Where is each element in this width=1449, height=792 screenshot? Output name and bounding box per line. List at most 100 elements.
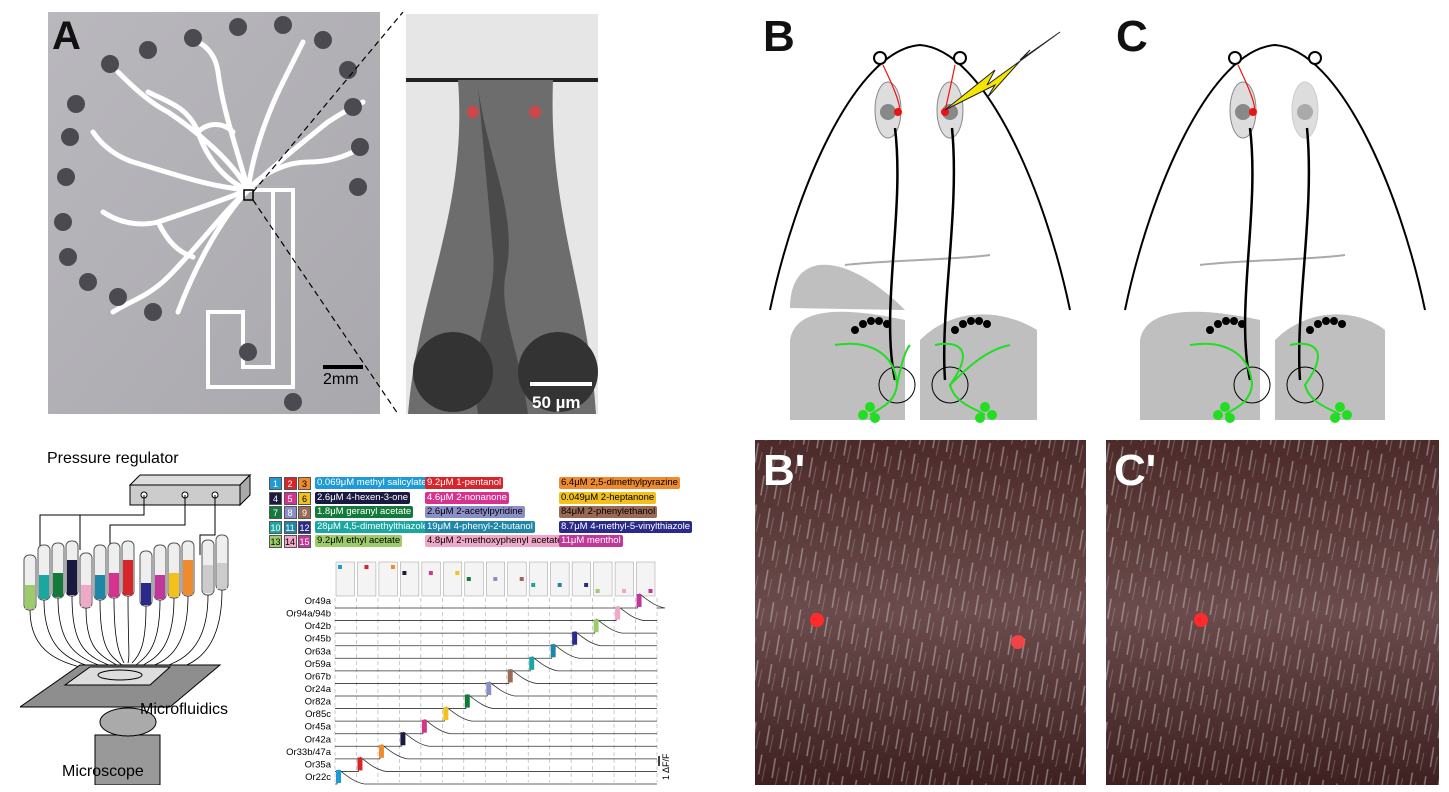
stimulus-marker-12: [378, 744, 384, 758]
odor-number-3: 3: [298, 477, 311, 490]
receptor-label-11: Or42a: [305, 734, 332, 745]
plate-icon-3: [378, 561, 398, 597]
receptor-label-3: Or45b: [305, 634, 331, 645]
receptor-label-1: Or94a/94b: [286, 609, 331, 620]
plate-odor-marker-3: [390, 565, 395, 569]
setup-diagram: Pressure regulator: [20, 445, 260, 785]
larva-head-schematic-b: [769, 31, 1071, 423]
panel-c-prime: C': [1106, 440, 1439, 785]
stimulus-marker-4: [550, 644, 556, 658]
plate-icon-6: [443, 561, 463, 597]
trace-13: [335, 756, 657, 772]
plate-odor-marker-8: [493, 577, 498, 581]
plate-icon-10: [528, 561, 548, 597]
plate-icon-15: [636, 561, 656, 597]
plate-odor-marker-4: [402, 571, 407, 575]
panel-a: 2mm 50 µm A: [48, 11, 598, 417]
stimulus-marker-3: [572, 631, 578, 645]
stimulus-marker-6: [507, 669, 513, 683]
odor-legend-item-10: 28μM 4,5-dimethylthiazole: [315, 520, 431, 533]
stimulus-marker-5: [529, 656, 535, 670]
trace-5: [335, 656, 657, 672]
stimulus-marker-2: [593, 619, 599, 633]
receptor-label-2: Or42b: [305, 621, 331, 632]
receptor-traces: Or49a Or94a/94b Or42b Or45b Or63a Or59a Or67b O…: [259, 560, 679, 785]
odor-number-9: 9: [298, 506, 311, 519]
plate-icon-1: [335, 561, 355, 597]
plate-odor-marker-10: [531, 583, 536, 587]
odor-number-5: 5: [283, 491, 297, 505]
panel-label-c: C: [1116, 12, 1148, 61]
stimulus-marker-10: [421, 719, 427, 733]
odor-legend-item-6: 0.049μM 2-heptanone: [559, 491, 657, 504]
receptor-label-13: Or35a: [305, 759, 332, 770]
plate-icon-5: [421, 561, 441, 597]
plate-odor-marker-7: [466, 577, 471, 581]
receptor-label-14: Or22c: [305, 772, 331, 783]
trace-9: [335, 706, 657, 722]
scale-bar-label-um: 50 µm: [532, 393, 581, 412]
odor-legend-item-5: 4.6μM 2-nonanone: [425, 491, 509, 504]
plate-odor-marker-6: [455, 571, 460, 575]
odor-legend-item-15: 11μM menthol: [559, 535, 623, 547]
receptor-label-5: Or59a: [305, 659, 332, 670]
panel-label-b-prime: B': [763, 446, 806, 495]
odor-number-10: 10: [269, 520, 282, 534]
plate-odor-marker-14: [622, 589, 627, 593]
stimulus-marker-13: [357, 757, 363, 771]
microfluidics-label: Microfluidics: [140, 701, 229, 718]
trace-14: [335, 769, 657, 785]
odor-number-4: 4: [269, 491, 282, 505]
odor-number-14: 14: [283, 535, 297, 548]
stimulus-marker-0: [636, 594, 642, 607]
odor-legend-item-8: 2.6μM 2-acetylpyridine: [425, 506, 525, 518]
receptor-label-7: Or24a: [305, 684, 332, 695]
odor-legend-item-4: 2.6μM 4-hexen-3-one: [315, 491, 411, 504]
calcium-image-b-prime: [755, 440, 1086, 785]
odor-number-1: 1: [269, 477, 282, 490]
trace-4: [335, 643, 657, 659]
odor-number-7: 7: [269, 506, 282, 519]
trace-10: [335, 719, 657, 735]
odor-number-12: 12: [298, 520, 311, 534]
receptor-label-4: Or63a: [305, 646, 332, 657]
receptor-label-6: Or67b: [305, 671, 331, 682]
stimulus-marker-7: [486, 682, 492, 695]
stimulus-marker-14: [336, 770, 341, 783]
plate-odor-marker-15: [648, 589, 653, 593]
panel-label-c-prime: C': [1114, 446, 1157, 495]
panel-b-prime: B': [755, 440, 1086, 785]
odor-number-15: 15: [298, 535, 311, 548]
larva-head-schematic-c: [1124, 43, 1426, 423]
scale-bar-label-mm: 2mm: [323, 371, 359, 388]
odor-legend-item-14: 4.8μM 2-methoxyphenyl acetate: [425, 535, 565, 547]
stimulus-marker-11: [400, 732, 406, 746]
pressure-regulator-label: Pressure regulator: [47, 450, 179, 467]
trace-8: [335, 693, 657, 709]
odor-legend-item-11: 19μM 4-phenyl-2-butanol: [425, 520, 535, 533]
plate-odor-marker-5: [428, 571, 433, 575]
calcium-image-c-prime: [1106, 440, 1439, 785]
odor-number-grid: 1 2 3 4 5 6 7 8 9 10 11 12 13 14 15: [269, 477, 313, 549]
receptor-label-10: Or45a: [305, 722, 332, 733]
receptor-label-9: Or85c: [305, 709, 331, 720]
trace-7: [335, 681, 657, 697]
odor-legend-item-1: 0.069μM methyl salicylate: [315, 477, 429, 489]
plate-odor-marker-1: [338, 565, 342, 569]
odor-legend: 1 2 3 4 5 6 7 8 9 10 11 12 13 14 15 0.069μM methyl sal…: [269, 477, 693, 552]
odor-legend-item-12: 8.7μM 4-methyl-5-vinylthiazole: [559, 520, 693, 533]
trace-1: [335, 605, 657, 621]
odor-number-13: 13: [269, 535, 282, 548]
odor-legend-item-9: 84μM 2-phenylethanol: [559, 506, 658, 518]
odor-number-2: 2: [283, 477, 297, 490]
plate-icon-7: [464, 561, 484, 597]
plate-icon-13: [593, 561, 613, 597]
plate-odor-marker-13: [595, 589, 600, 593]
stimulus-marker-1: [615, 606, 621, 620]
trace-11: [335, 731, 657, 747]
trace-2: [335, 618, 657, 634]
plate-icon-9: [507, 561, 527, 597]
odor-legend-item-2: 9.2μM 1-pentanol: [425, 477, 504, 489]
panel-label-b: B: [763, 12, 795, 61]
receptor-label-8: Or82a: [305, 697, 332, 708]
